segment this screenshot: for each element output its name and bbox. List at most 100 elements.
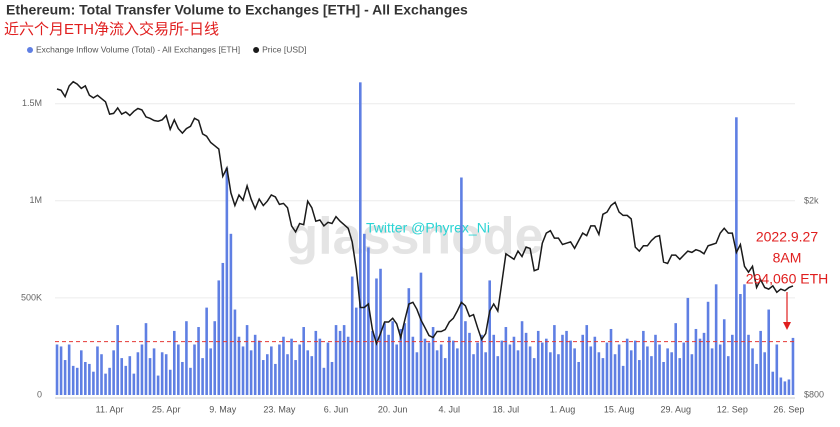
bar (763, 352, 766, 395)
bar (363, 233, 366, 395)
bar (739, 294, 742, 395)
x-tick-label: 23. May (263, 404, 296, 414)
chart-subtitle: 近六个月ETH净流入交易所-日线 (4, 20, 219, 38)
bar (500, 340, 504, 395)
bar (399, 328, 403, 395)
bar (480, 334, 483, 395)
legend-marker (27, 47, 33, 53)
bar (427, 342, 431, 395)
bar (253, 334, 257, 395)
bar (140, 344, 144, 395)
y-tick-label: 500K (21, 292, 42, 302)
bar (524, 332, 528, 395)
bar (181, 361, 184, 395)
watermark: Twitter @Phyrex_Ni (366, 220, 490, 236)
bar (205, 307, 208, 395)
bar (237, 336, 241, 395)
bar (464, 321, 467, 395)
bar (270, 346, 273, 395)
bar (229, 233, 233, 395)
bar (415, 352, 419, 395)
x-tick-label: 18. Jul (493, 404, 520, 414)
bar (302, 327, 305, 395)
y-tick-label: 1.5M (22, 98, 42, 108)
bar (577, 361, 580, 395)
bar (706, 301, 710, 395)
bar (92, 371, 95, 395)
bar (193, 344, 196, 395)
bar (735, 117, 738, 395)
bar (666, 348, 669, 395)
watermark: glassnode (286, 208, 543, 266)
bar (791, 337, 795, 395)
bar (88, 363, 91, 395)
bar (621, 365, 625, 395)
bar (156, 375, 160, 395)
bar (346, 336, 350, 395)
bar (164, 354, 168, 395)
bar (209, 348, 212, 395)
bar (605, 342, 609, 395)
bar (148, 358, 152, 395)
bar (132, 373, 136, 395)
bar (63, 360, 67, 395)
bar (334, 325, 338, 395)
bar (617, 344, 621, 395)
bar (185, 321, 188, 395)
annotation-arrowhead (783, 322, 791, 330)
bar (217, 280, 221, 395)
bar (403, 323, 407, 395)
bar (532, 358, 536, 395)
bar (536, 330, 540, 395)
bar (698, 338, 702, 395)
bar (747, 334, 750, 395)
bar (743, 284, 746, 395)
bar (419, 272, 423, 395)
bar (468, 332, 471, 395)
bar (755, 363, 758, 395)
bar (771, 371, 775, 395)
bar (84, 361, 87, 395)
bar (435, 350, 439, 395)
bar (561, 334, 564, 395)
bar (152, 348, 156, 395)
bar (702, 332, 706, 395)
y-tick-label: 0 (37, 389, 42, 399)
bar (359, 82, 362, 395)
bar (261, 360, 265, 395)
x-tick-label: 15. Aug (604, 404, 635, 414)
bar (79, 350, 83, 395)
bar (108, 367, 111, 395)
legend-label: Exchange Inflow Volume (Total) - All Exc… (36, 44, 240, 54)
bar (387, 334, 390, 395)
bar (670, 352, 673, 395)
bar (662, 361, 665, 395)
bar (177, 344, 180, 395)
bar (488, 280, 491, 395)
bar (646, 346, 649, 395)
x-tick-label: 12. Sep (717, 404, 748, 414)
bar (650, 356, 653, 395)
x-tick-label: 29. Aug (660, 404, 691, 414)
bar (726, 356, 730, 395)
bar (589, 346, 593, 395)
bar (168, 369, 172, 395)
bar (593, 336, 597, 395)
bar (75, 367, 79, 395)
bar (472, 354, 475, 395)
bar (447, 336, 451, 395)
chart-title: Ethereum: Total Transfer Volume to Excha… (6, 2, 468, 18)
y-tick-label: 1M (29, 195, 42, 205)
bar (124, 365, 128, 395)
bar (783, 381, 787, 395)
bar (266, 354, 269, 395)
bar (642, 330, 645, 395)
bar (569, 340, 572, 395)
bar (779, 377, 783, 395)
bar (476, 342, 479, 395)
bar (375, 278, 378, 395)
bar (120, 358, 124, 395)
bar (314, 330, 318, 395)
bar (197, 327, 200, 395)
bar (383, 323, 386, 395)
